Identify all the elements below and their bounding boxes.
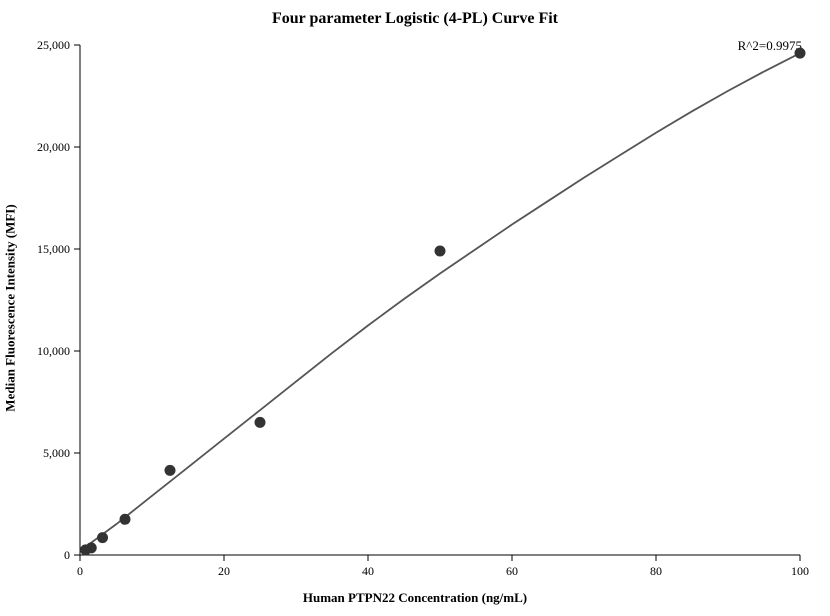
chart-svg: 0 20 40 60 80 100 0 5,000 10,000 15,000 20,000 25,0… [0, 0, 830, 616]
data-point [165, 465, 176, 476]
x-tick-label: 80 [650, 564, 662, 578]
data-point [255, 417, 266, 428]
data-point [435, 246, 446, 257]
x-tick-label: 0 [77, 564, 83, 578]
x-tick-label: 60 [506, 564, 518, 578]
data-point [97, 532, 108, 543]
x-tick-label: 100 [791, 564, 809, 578]
data-point [795, 48, 806, 59]
x-tick-label: 20 [218, 564, 230, 578]
x-tick-label: 40 [362, 564, 374, 578]
y-tick-label: 0 [64, 548, 70, 562]
data-point [86, 542, 97, 553]
y-tick-label: 5,000 [43, 446, 70, 460]
y-tick-label: 15,000 [37, 242, 70, 256]
y-tick-label: 20,000 [37, 140, 70, 154]
data-point [120, 514, 131, 525]
y-tick-label: 10,000 [37, 344, 70, 358]
y-tick-label: 25,000 [37, 38, 70, 52]
fit-curve [80, 53, 800, 551]
chart-container: Four parameter Logistic (4-PL) Curve Fit… [0, 0, 830, 616]
